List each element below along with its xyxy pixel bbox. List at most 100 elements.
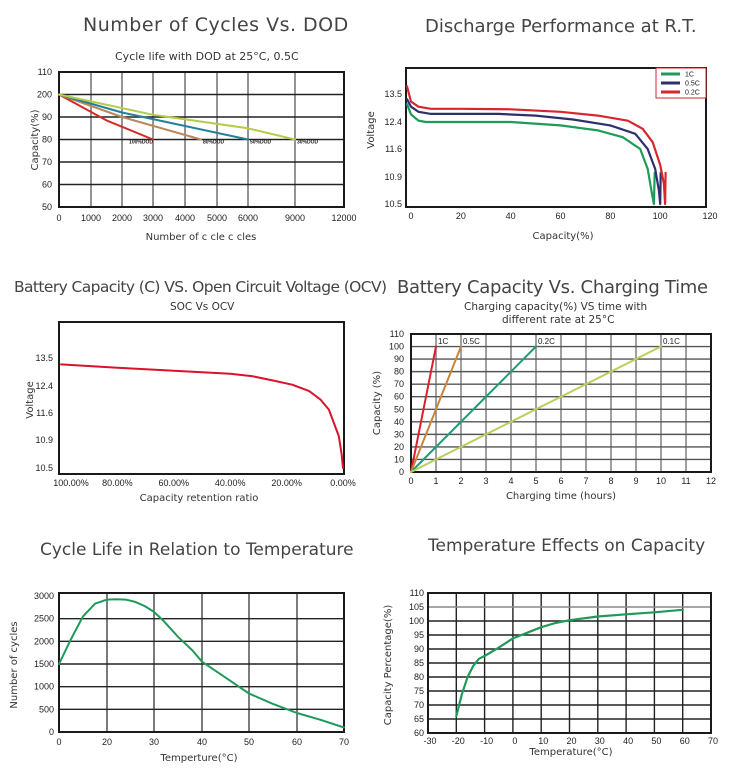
chart2-y-tick-label: 12.4 [384,117,402,127]
chart1-series-30pctdod [58,93,296,141]
chart4-x-tick-label: 6 [558,476,563,486]
chart5-y-tick-label: 0 [49,727,54,737]
chart4-x-tick-label: 1 [433,476,438,486]
chart5-series-cycles [58,598,345,729]
chart1-y-tick-label: 60 [42,180,52,190]
chart2-x-tick-label: 120 [702,211,717,221]
chart3-subtitle: SOC Vs OCV [170,301,235,313]
chart5-x-axis-label: Temperture(°C) [159,753,237,764]
chart4-y-tick-label: 10 [394,454,404,464]
chart4-x-tick-label: 9 [633,476,638,486]
chart2-y-tick-label: 10.9 [384,172,402,182]
chart6-y-tick-label: 90 [414,644,424,654]
chart1-plot-frame [58,71,345,208]
chart6-x-tick-label: 0 [512,736,517,746]
chart1-x-tick-label: 2000 [112,213,132,223]
chart6-x-tick-label: 30 [595,736,605,746]
chart6-y-axis-label: Capacity Percentage(%) [383,605,394,726]
chart6-y-tick-label: 105 [409,602,424,612]
chart5-y-tick-label: 3000 [34,591,54,601]
chart6-y-tick-label: 110 [410,588,424,598]
chart1-x-tick-label: 5000 [207,213,227,223]
chart3-x-tick-label: 80.00% [102,478,133,488]
chart2-x-tick-label: 40 [506,211,516,221]
chart4-y-tick-label: 80 [394,367,404,377]
chart3-y-tick-label: 10.5 [35,463,53,473]
chart4-series-label: 1C [438,337,448,346]
chart2-legend-label: 1C [685,72,694,79]
chart4-series-1c [410,345,437,473]
chart2-x-axis-label: Capacity(%) [532,231,593,242]
chart1-title: Number of Cycles Vs. DOD [83,14,349,36]
chart5-x-tick-label: 70 [339,737,349,747]
chart1-series-100pctdod [58,93,154,141]
chart2-series-02c [405,85,667,206]
chart3-x-tick-label: 100.00% [53,478,89,488]
chart3-y-tick-label: 13.5 [35,353,53,363]
chart2-y-tick-label: 10.5 [384,199,402,209]
chart4-x-tick-label: 12 [706,476,716,486]
chart4-series-05c [410,345,462,473]
chart4-x-tick-label: 7 [583,476,588,486]
chart1-y-tick-label: 50 [42,202,52,212]
chart2-x-tick-label: 20 [456,211,466,221]
chart4-x-tick-label: 2 [458,476,463,486]
chart5-y-tick-label: 2000 [34,636,54,646]
chart6-y-tick-label: 85 [414,658,424,668]
chart3-y-tick-label: 11.6 [36,408,53,418]
chart6-y-tick-label: 70 [414,700,424,710]
chart5-y-tick-label: 2500 [34,614,54,624]
chart5-y-tick-label: 500 [39,704,54,714]
chart6-x-tick-label: -10 [480,736,493,746]
chart1-x-tick-label: 0 [56,213,61,223]
chart5-x-tick-label: 0 [56,737,61,747]
chart1-series-label: 30%DOD [297,140,319,146]
chart4-y-tick-label: 90 [394,354,404,364]
chart2-title: Discharge Performance at R.T. [425,16,697,37]
chart1-x-tick-label: 6000 [238,213,258,223]
chart5-x-tick-label: 60 [292,737,302,747]
chart4-y-tick-label: 20 [394,442,404,452]
chart4-y-tick-label: 40 [394,417,404,427]
chart1-y-tick-label: 80 [42,135,52,145]
chart2-y-axis-label: Voltage [366,111,377,149]
chart2-legend-label: 0.5C [685,81,700,88]
chart4-plot-frame [410,333,712,473]
chart1-y-tick-label: 200 [37,90,52,100]
chart4-y-tick-label: 30 [394,429,404,439]
chart2-x-tick-label: 0 [408,211,413,221]
chart5-x-tick-label: 20 [102,737,112,747]
chart5-x-tick-label: 50 [244,737,254,747]
chart3-title: Battery Capacity (C) VS. Open Circuit Vo… [14,278,387,296]
chart2-y-tick-label: 11.6 [385,144,402,154]
chart4-y-axis-label: Capacity (%) [372,371,383,435]
chart6-x-tick-label: 10 [538,736,548,746]
chart4-series-label: 0.2C [538,337,555,346]
chart4-y-tick-label: 70 [394,379,404,389]
chart3-plot-frame [58,321,345,475]
chart6-x-tick-label: -30 [423,736,436,746]
chart4-title: Battery Capacity Vs. Charging Time [397,277,708,298]
chart1-y-axis-label: Capacity(%) [30,109,41,170]
chart6-x-tick-label: -20 [452,736,465,746]
chart6-x-axis-label: Temperature(°C) [528,747,612,758]
chart1-x-tick-label: 3000 [143,213,163,223]
chart4-series-label: 0.5C [463,337,480,346]
chart6-title: Temperature Effects on Capacity [428,536,706,556]
chart3-y-tick-label: 12.4 [35,381,53,391]
chart6-y-tick-label: 80 [414,672,424,682]
chart1-series-label: 100%DOD [129,140,153,146]
chart1-x-axis-label: Number of c cle c cles [146,232,257,243]
chart2-x-tick-label: 100 [653,211,668,221]
chart6-x-tick-label: 50 [651,736,661,746]
chart4-x-tick-label: 3 [483,476,488,486]
chart1-y-tick-label: 90 [42,112,52,122]
chart6-y-tick-label: 95 [414,630,424,640]
chart6-y-tick-label: 75 [414,686,424,696]
chart5-x-tick-label: 30 [149,737,159,747]
chart1-x-tick-label: 4000 [175,213,195,223]
chart4-y-tick-label: 60 [394,392,404,402]
chart2-plot-frame [405,67,707,208]
chart4-subtitle-line1: Charging capacity(%) VS time with [464,301,648,313]
